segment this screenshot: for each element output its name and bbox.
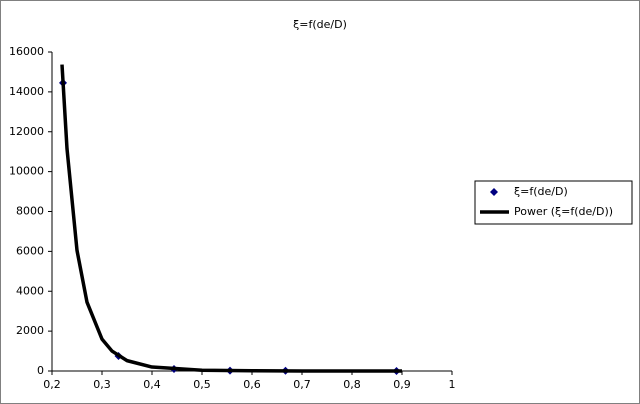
y-tick-label: 16000 bbox=[9, 45, 44, 58]
x-tick-label: 0,8 bbox=[343, 378, 361, 391]
x-tick-label: 1 bbox=[449, 378, 456, 391]
y-tick-label: 10000 bbox=[9, 165, 44, 178]
x-tick-label: 0,7 bbox=[293, 378, 311, 391]
chart-title: ξ=f(de/D) bbox=[293, 18, 347, 31]
x-tick-label: 0,4 bbox=[143, 378, 161, 391]
legend-box bbox=[474, 180, 633, 225]
x-tick-label: 0,3 bbox=[93, 378, 111, 391]
y-tick-label: 12000 bbox=[9, 125, 44, 138]
y-tick-label: 2000 bbox=[16, 324, 44, 337]
legend-label: Power (ξ=f(de/D)) bbox=[514, 205, 613, 218]
y-tick-label: 4000 bbox=[16, 284, 44, 297]
trend-line bbox=[60, 64, 403, 373]
x-tick-label: 0,9 bbox=[393, 378, 411, 391]
x-tick-label: 0,6 bbox=[243, 378, 261, 391]
y-tick-label: 6000 bbox=[16, 244, 44, 257]
y-tick-label: 14000 bbox=[9, 85, 44, 98]
legend-label: ξ=f(de/D) bbox=[514, 185, 568, 198]
x-tick-label: 0,2 bbox=[43, 378, 61, 391]
y-tick-label: 8000 bbox=[16, 205, 44, 218]
x-tick-label: 0,5 bbox=[193, 378, 211, 391]
legend-symbol bbox=[490, 188, 498, 196]
y-tick-label: 0 bbox=[37, 364, 44, 377]
